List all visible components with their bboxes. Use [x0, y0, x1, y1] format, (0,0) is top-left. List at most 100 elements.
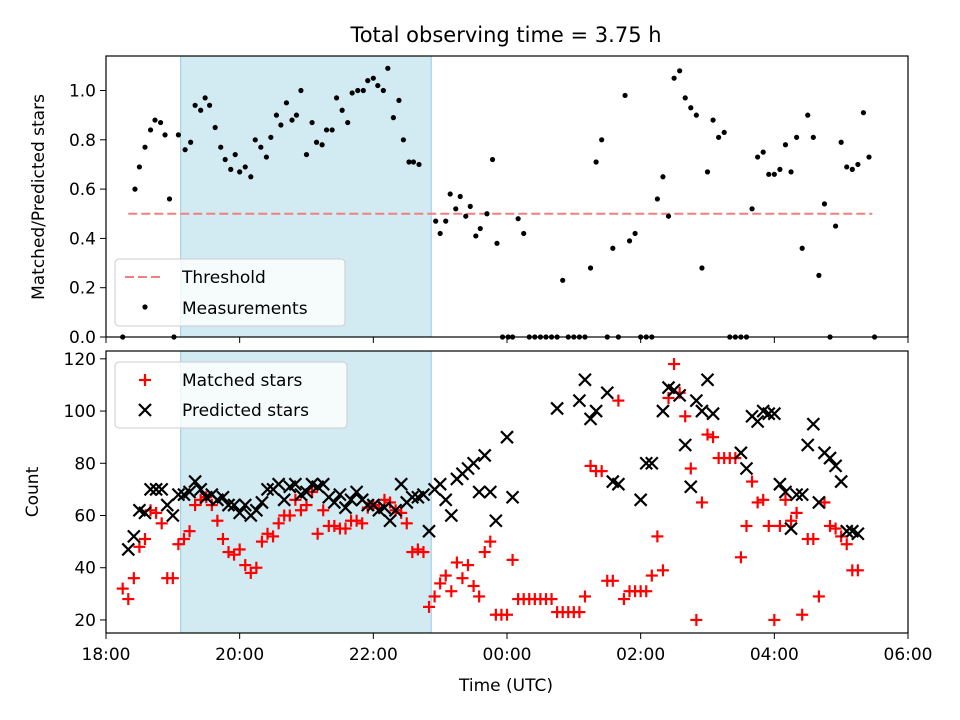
measurements-legend-label: Measurements — [182, 299, 308, 319]
measurement-point — [704, 169, 711, 175]
measurement-point — [489, 156, 496, 163]
predicted-star-point — [249, 503, 264, 518]
matched-star-point — [228, 548, 241, 561]
measurement-point — [755, 154, 761, 160]
measurement-point — [821, 201, 828, 207]
matched-star-point — [851, 564, 864, 577]
matched-star-point — [300, 499, 313, 512]
predicted-star-point — [388, 503, 403, 518]
matched-star-point — [428, 590, 441, 603]
matched-star-point — [233, 543, 246, 556]
measurement-point — [484, 211, 490, 217]
measurement-point — [333, 95, 340, 101]
measurement-point — [677, 68, 683, 74]
predicted-star-point — [739, 461, 754, 476]
measurement-point — [319, 142, 325, 148]
count-x-axis: 18:00 20:00 22:00 00:00 02:00 04:00 06:00 — [82, 633, 933, 665]
measurement-point — [777, 166, 783, 172]
measurement-point — [844, 164, 850, 170]
matched-star-point — [462, 559, 475, 572]
measurement-point — [228, 166, 234, 172]
x-tick-label: 22:00 — [349, 645, 398, 665]
count-y-label: Count — [23, 466, 43, 517]
ratio-legend: Threshold Measurements — [114, 258, 346, 327]
matched-star-point — [506, 553, 519, 566]
measurement-point — [805, 112, 811, 118]
measurement-point — [232, 151, 238, 158]
matched-star-point — [122, 593, 135, 606]
predicted-star-point — [828, 459, 843, 473]
matched-star-point — [824, 519, 837, 532]
measurement-point — [252, 137, 258, 143]
predicted-star-point — [193, 482, 208, 497]
predicted-star-point — [154, 482, 169, 497]
measurement-point — [132, 186, 138, 192]
matched-star-point — [467, 580, 480, 592]
threshold-legend-label: Threshold — [181, 268, 266, 288]
predicted-star-point — [684, 479, 698, 494]
matched-star-point — [478, 546, 491, 559]
matched-star-point — [840, 538, 853, 551]
measurement-point — [400, 137, 407, 143]
matched-star-point — [818, 496, 831, 509]
ratio-y-tick-label: 0.6 — [69, 180, 96, 200]
matched-star-point — [740, 519, 753, 532]
predicted-star-point — [639, 456, 654, 471]
measurement-point — [693, 112, 699, 118]
measurement-point — [273, 112, 280, 118]
predicted-star-point — [377, 500, 392, 515]
x-axis-label: Time (UTC) — [458, 676, 553, 696]
matched-star-point — [757, 493, 770, 506]
measurement-point — [416, 161, 422, 168]
matched-star-point — [183, 525, 196, 538]
predicted-star-point — [338, 500, 353, 515]
matched-star-point — [423, 600, 436, 613]
measurement-point — [632, 230, 638, 237]
predicted-star-point — [472, 485, 486, 499]
predicted-star-point — [823, 451, 837, 465]
matched-star-point — [456, 572, 469, 585]
matched-star-point — [640, 585, 653, 598]
measurement-point — [248, 174, 254, 180]
matched-star-point — [439, 569, 452, 582]
matched-star-point — [701, 428, 714, 441]
predicted-star-point — [238, 498, 253, 512]
matched-star-point — [785, 514, 798, 527]
matched-star-point — [645, 569, 658, 582]
predicted-star-point — [299, 485, 314, 499]
measurement-point — [447, 191, 453, 197]
matched-star-point — [707, 431, 720, 444]
predicted-star-point — [578, 372, 592, 387]
matched-star-point — [484, 535, 497, 548]
matched-star-point — [166, 572, 179, 585]
matched-star-point — [400, 517, 413, 530]
measurement-point — [760, 149, 766, 155]
measurement-point — [515, 216, 521, 222]
predicted-star-point — [767, 406, 782, 421]
predicted-star-point — [260, 482, 275, 497]
matched-star-point — [150, 506, 163, 519]
measurement-point — [682, 95, 688, 101]
count-y-axis: 20 40 60 80 100 120 — [64, 350, 106, 631]
predicted-star-point — [706, 406, 720, 421]
matched-star-point — [617, 593, 630, 606]
predicted-star-point — [127, 529, 141, 544]
measurement-point — [365, 78, 371, 84]
measurement-point — [494, 240, 500, 246]
matched-star-point — [501, 608, 513, 621]
ratio-y-tick-label: 0.8 — [69, 131, 96, 151]
matched-star-point — [244, 566, 257, 579]
measurement-point — [222, 156, 228, 163]
measurement-point — [147, 127, 154, 133]
measurement-point — [610, 245, 616, 251]
measurement-point — [721, 129, 727, 136]
predicted-star-point — [416, 487, 431, 502]
measurement-point — [323, 127, 330, 133]
measurement-point — [166, 196, 173, 202]
matched-star-point — [450, 556, 463, 569]
predicted-star-point — [773, 477, 787, 491]
measurement-point — [268, 134, 274, 140]
measurement-point — [329, 127, 335, 133]
measurement-point — [443, 218, 449, 224]
measurement-point — [406, 159, 412, 165]
